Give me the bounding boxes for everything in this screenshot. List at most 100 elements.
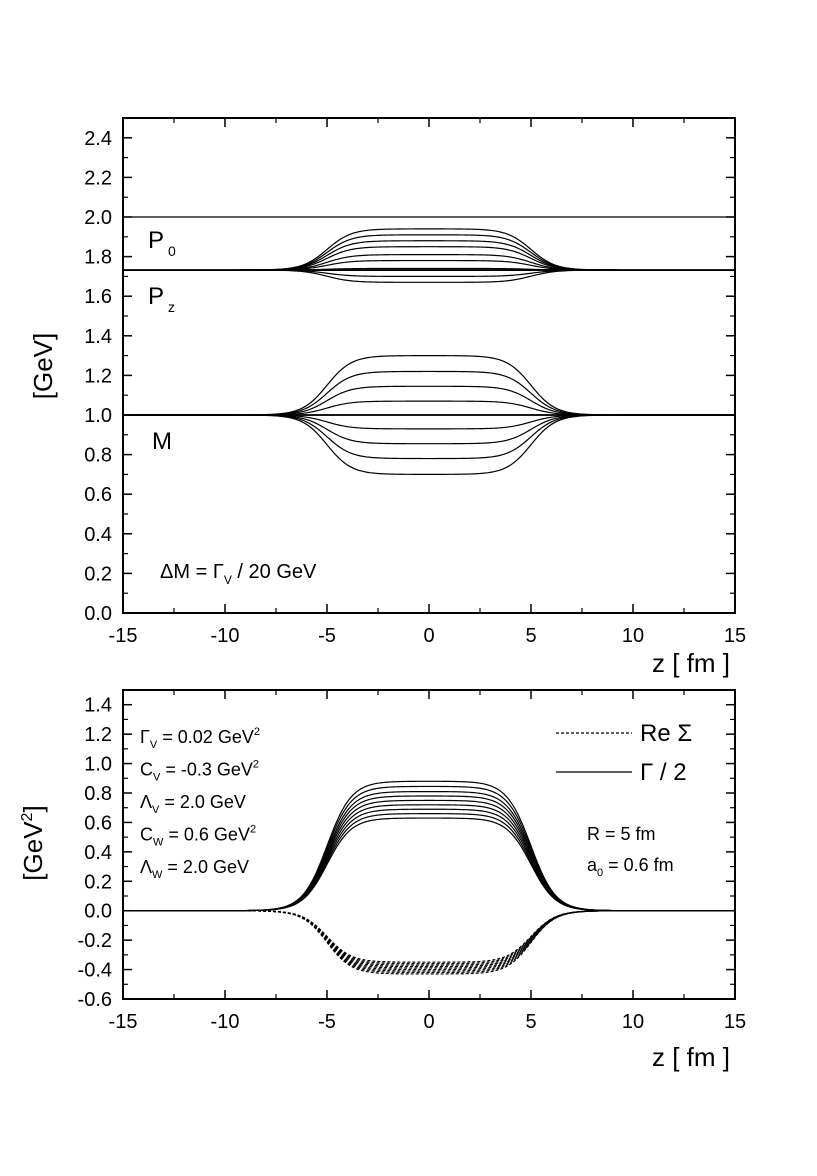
top-x-tick-label: -5 — [318, 625, 336, 647]
bottom-y-tick-label: 0.8 — [84, 783, 112, 805]
top-y-axis-label: [GeV] — [28, 333, 58, 399]
legend-re-sigma-label: Re Σ — [640, 720, 692, 747]
bottom-x-tick-label: 15 — [724, 1011, 746, 1033]
bottom-x-tick-label: -5 — [318, 1011, 336, 1033]
parameter-subscript: 0 — [597, 867, 603, 879]
top-y-tick-label: 1.8 — [84, 247, 112, 269]
top-y-tick-label: 2.0 — [84, 207, 112, 229]
top-y-tick-label: 0.0 — [84, 603, 112, 625]
top-panel: -15 -10 -5 0 5 10 15 0.0 0.2 0.4 0.6 0.8 1.0 1.2 1.4 1.… — [28, 117, 746, 678]
bottom-y-tick-label: 0.2 — [84, 871, 112, 893]
parameter-value: = 0.6 GeV — [163, 825, 250, 845]
bottom-y-tick-label: 1.4 — [84, 695, 112, 717]
top-y-tick-label: 0.8 — [84, 445, 112, 467]
bottom-y-label-main: [GeV — [18, 821, 48, 881]
label-pz-sub: z — [168, 299, 175, 315]
top-y-tick-label: 0.6 — [84, 484, 112, 506]
parameter-symbol: Λ — [140, 857, 152, 877]
top-curve-line — [123, 254, 735, 271]
parameter-superscript: 2 — [254, 726, 260, 738]
top-x-tick-label: -15 — [109, 625, 138, 647]
bottom-curve-line — [123, 910, 735, 975]
bottom-curve-line — [123, 910, 735, 965]
bottom-y-tick-label: -0.6 — [78, 989, 112, 1011]
top-y-tick-label: 0.4 — [84, 524, 112, 546]
parameter-symbol: Γ — [140, 727, 150, 747]
parameter-left: ΓV = 0.02 GeV2 — [140, 726, 260, 751]
parameter-value: = 5 fm — [600, 824, 656, 844]
bottom-curves — [123, 780, 735, 975]
parameter-value: = -0.3 GeV — [160, 760, 253, 780]
top-x-axis-label: z [ fm ] — [652, 648, 730, 678]
delta-m-sub: V — [224, 573, 232, 587]
top-curve-line — [123, 246, 735, 271]
parameter-value: = 0.6 fm — [603, 855, 674, 875]
bottom-y-tick-label: 1.2 — [84, 724, 112, 746]
bottom-y-label-close: ] — [18, 805, 48, 812]
top-curve-line — [123, 228, 735, 271]
top-y-tick-label: 1.0 — [84, 405, 112, 427]
top-y-tick-label: 1.6 — [84, 286, 112, 308]
top-x-tick-label: -10 — [211, 625, 240, 647]
bottom-x-tick-label: -10 — [211, 1011, 240, 1033]
top-x-tick-label: 15 — [724, 625, 746, 647]
top-x-tick-label: 5 — [525, 625, 536, 647]
bottom-ticks: -15 -10 -5 0 5 10 15 -0.6 -0.4 -0.2 0.0 0.2 0.4 0.6 0.… — [78, 689, 746, 1033]
bottom-y-tick-label: -0.4 — [78, 960, 112, 982]
top-curve-line — [123, 414, 735, 430]
top-curves — [123, 216, 735, 475]
bottom-curve-line — [123, 910, 735, 966]
bottom-y-tick-label: 0.0 — [84, 901, 112, 923]
parameter-superscript: 2 — [250, 824, 256, 836]
top-curve-line — [123, 414, 735, 460]
bottom-y-tick-label: 0.6 — [84, 812, 112, 834]
bottom-curve-line — [123, 910, 735, 969]
bottom-x-tick-label: 5 — [525, 1011, 536, 1033]
parameter-subscript: V — [150, 739, 158, 751]
delta-m-annotation: ΔM = ΓV / 20 GeV — [160, 561, 317, 587]
parameter-left: CW = 0.6 GeV2 — [140, 824, 256, 849]
bottom-y-tick-label: 0.4 — [84, 842, 112, 864]
parameter-left: CV = -0.3 GeV2 — [140, 759, 259, 784]
top-y-tick-label: 0.2 — [84, 563, 112, 585]
label-m: M — [152, 428, 172, 455]
bottom-x-tick-label: 10 — [622, 1011, 644, 1033]
bottom-x-axis-label: z [ fm ] — [652, 1042, 730, 1072]
top-y-tick-label: 1.2 — [84, 365, 112, 387]
parameter-symbol: a — [587, 855, 598, 875]
top-curve-line — [123, 400, 735, 416]
top-curve-line — [123, 414, 735, 475]
bottom-curve-line — [123, 780, 735, 912]
parameter-subscript: V — [152, 804, 160, 816]
label-p0-main: P — [148, 227, 164, 254]
bottom-panel: -15 -10 -5 0 5 10 15 -0.6 -0.4 -0.2 0.0 0.2 0.4 0.6 0.… — [18, 689, 746, 1072]
bottom-x-tick-label: 0 — [423, 1011, 434, 1033]
bottom-x-tick-label: -15 — [109, 1011, 138, 1033]
delta-m-post: / 20 GeV — [232, 561, 317, 583]
parameter-symbol: C — [140, 760, 153, 780]
bottom-y-label-sup: 2 — [19, 812, 36, 821]
top-x-tick-label: 0 — [423, 625, 434, 647]
bottom-y-tick-label: -0.2 — [78, 930, 112, 952]
top-x-tick-label: 10 — [622, 625, 644, 647]
top-curve-line — [123, 269, 735, 277]
top-curve-line — [123, 370, 735, 416]
top-curve-line — [123, 355, 735, 416]
parameter-subscript: W — [153, 837, 164, 849]
bottom-y-tick-label: 1.0 — [84, 754, 112, 776]
delta-m-pre: ΔM = Γ — [160, 561, 224, 583]
top-y-tick-label: 2.4 — [84, 128, 112, 150]
parameter-right: R = 5 fm — [587, 824, 656, 844]
parameter-symbol: R — [587, 824, 600, 844]
top-curve-line — [123, 240, 735, 271]
top-y-tick-label: 2.2 — [84, 167, 112, 189]
parameter-symbol: C — [140, 825, 153, 845]
bottom-curve-line — [123, 910, 735, 971]
bottom-curve-line — [123, 910, 735, 963]
top-plot-frame — [122, 117, 736, 614]
legend-gamma-label: Γ / 2 — [640, 759, 687, 786]
label-p0-sub: 0 — [168, 243, 176, 259]
